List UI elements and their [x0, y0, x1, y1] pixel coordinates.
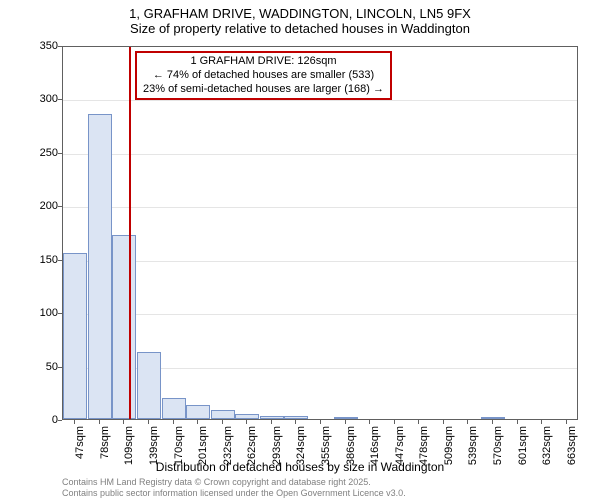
- histogram-bar: [260, 416, 284, 419]
- chart-footer: Contains HM Land Registry data © Crown c…: [62, 477, 406, 498]
- gridline: [63, 207, 577, 208]
- x-tick-mark: [173, 420, 174, 424]
- x-tick-mark: [369, 420, 370, 424]
- x-tick-mark: [492, 420, 493, 424]
- x-tick-mark: [467, 420, 468, 424]
- x-tick-label: 663sqm: [566, 426, 578, 486]
- histogram-bar: [162, 398, 186, 419]
- annotation-line1: 1 GRAFHAM DRIVE: 126sqm: [143, 55, 384, 69]
- histogram-bar: [334, 417, 358, 419]
- x-tick-mark: [517, 420, 518, 424]
- histogram-bar: [112, 235, 136, 419]
- y-tick-label: 350: [40, 40, 58, 52]
- x-tick-mark: [443, 420, 444, 424]
- x-tick-mark: [295, 420, 296, 424]
- y-tick-label: 250: [40, 147, 58, 159]
- annotation-line2: ← 74% of detached houses are smaller (53…: [143, 69, 384, 83]
- y-tick-label: 150: [40, 254, 58, 266]
- y-tick-label: 300: [40, 93, 58, 105]
- x-tick-label: 509sqm: [443, 426, 455, 486]
- x-tick-mark: [418, 420, 419, 424]
- y-tick-mark: [58, 420, 62, 421]
- chart-title-line2: Size of property relative to detached ho…: [0, 21, 600, 36]
- chart-title-line1: 1, GRAFHAM DRIVE, WADDINGTON, LINCOLN, L…: [0, 6, 600, 21]
- histogram-bar: [481, 417, 505, 419]
- histogram-chart: 1, GRAFHAM DRIVE, WADDINGTON, LINCOLN, L…: [0, 0, 600, 500]
- x-tick-mark: [246, 420, 247, 424]
- y-tick-label: 50: [46, 361, 58, 373]
- histogram-bar: [137, 352, 161, 419]
- gridline: [63, 261, 577, 262]
- gridline: [63, 154, 577, 155]
- histogram-bar: [235, 414, 259, 419]
- x-tick-label: 601sqm: [517, 426, 529, 486]
- footer-line2: Contains public sector information licen…: [62, 488, 406, 498]
- x-tick-mark: [345, 420, 346, 424]
- histogram-bar: [88, 114, 112, 419]
- x-tick-label: 632sqm: [541, 426, 553, 486]
- histogram-bar: [284, 416, 308, 419]
- y-tick-label: 100: [40, 307, 58, 319]
- x-tick-mark: [197, 420, 198, 424]
- histogram-bar: [63, 253, 87, 419]
- gridline: [63, 100, 577, 101]
- chart-title-block: 1, GRAFHAM DRIVE, WADDINGTON, LINCOLN, L…: [0, 0, 600, 36]
- x-tick-label: 570sqm: [492, 426, 504, 486]
- plot-area: 1 GRAFHAM DRIVE: 126sqm← 74% of detached…: [62, 46, 578, 420]
- annotation-line3: 23% of semi-detached houses are larger (…: [143, 83, 384, 97]
- gridline: [63, 314, 577, 315]
- x-tick-mark: [566, 420, 567, 424]
- histogram-bar: [211, 410, 235, 419]
- footer-line1: Contains HM Land Registry data © Crown c…: [62, 477, 406, 487]
- x-tick-mark: [320, 420, 321, 424]
- x-tick-mark: [271, 420, 272, 424]
- x-tick-label: 478sqm: [418, 426, 430, 486]
- x-tick-mark: [222, 420, 223, 424]
- x-tick-mark: [148, 420, 149, 424]
- x-tick-mark: [394, 420, 395, 424]
- x-tick-mark: [99, 420, 100, 424]
- y-tick-label: 200: [40, 200, 58, 212]
- x-tick-mark: [541, 420, 542, 424]
- x-axis-label: Distribution of detached houses by size …: [0, 460, 600, 474]
- annotation-box: 1 GRAFHAM DRIVE: 126sqm← 74% of detached…: [135, 51, 392, 100]
- x-tick-mark: [123, 420, 124, 424]
- histogram-bar: [186, 405, 210, 419]
- x-tick-label: 539sqm: [467, 426, 479, 486]
- x-tick-mark: [74, 420, 75, 424]
- reference-line: [129, 47, 131, 419]
